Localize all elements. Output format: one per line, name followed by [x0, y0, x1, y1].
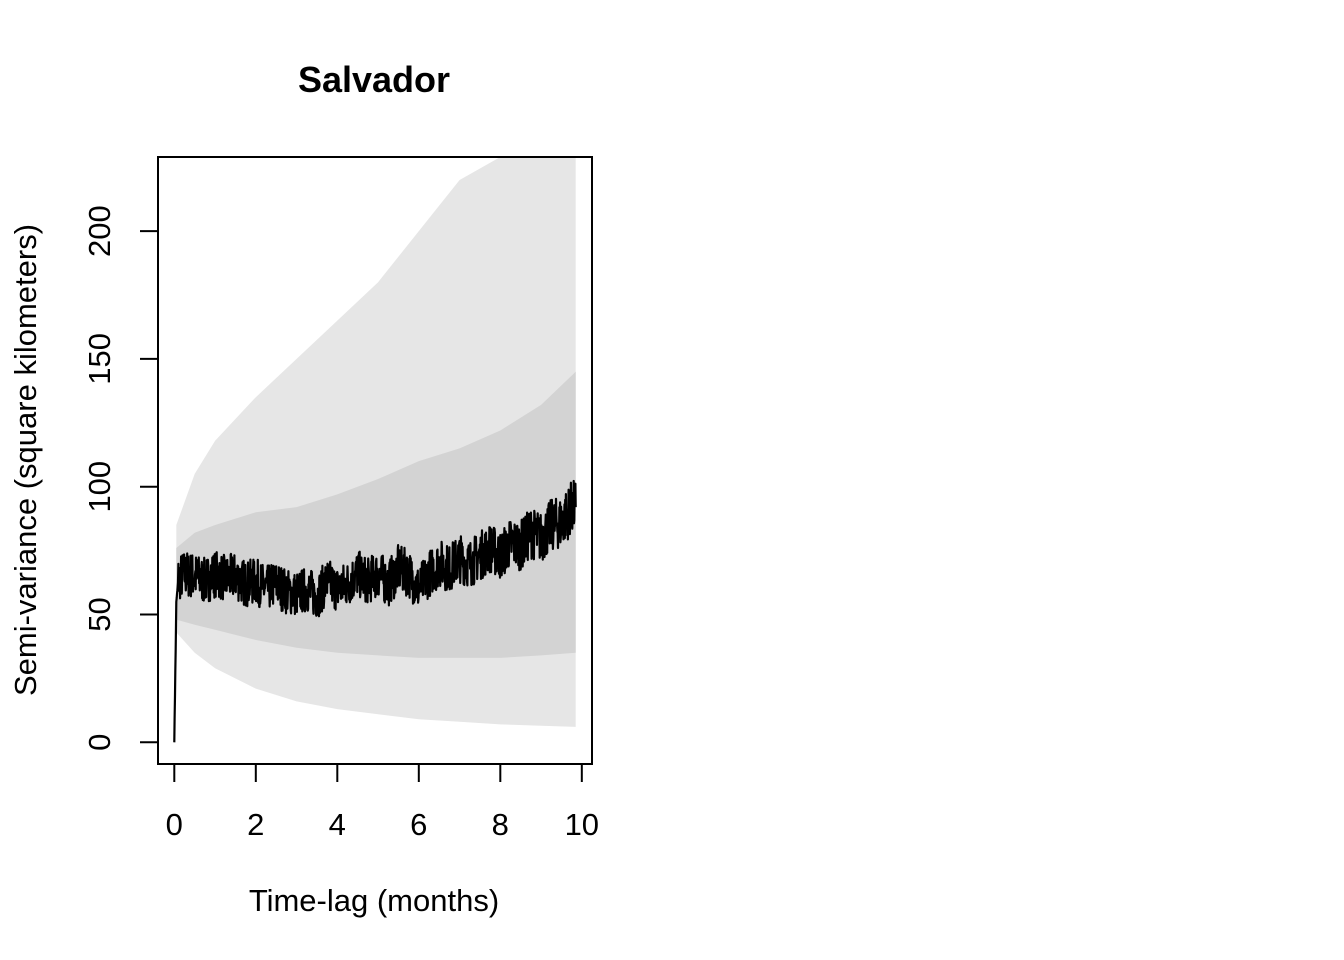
x-axis: 0 2 4 6 8 10: [166, 763, 599, 842]
x-tick-label: 2: [247, 807, 264, 842]
y-axis-title: Semi-variance (square kilometers): [8, 224, 43, 696]
y-axis: 0 50 100 150 200: [82, 205, 159, 751]
plot-area: [157, 156, 593, 765]
semivariance-line: [173, 479, 577, 743]
y-tick-label: 0: [82, 734, 117, 751]
x-tick-label: 0: [166, 807, 183, 842]
confidence-bands: [176, 157, 576, 727]
y-tick-label: 100: [82, 461, 117, 513]
x-axis-title: Time-lag (months): [249, 883, 499, 918]
x-tick-label: 10: [565, 807, 599, 842]
y-tick-label: 150: [82, 333, 117, 385]
series-layer: [173, 479, 577, 743]
y-tick-label: 200: [82, 205, 117, 257]
x-tick-label: 8: [492, 807, 509, 842]
x-tick-label: 6: [410, 807, 427, 842]
x-tick-label: 4: [329, 807, 346, 842]
chart-title: Salvador: [298, 59, 450, 100]
y-tick-label: 50: [82, 597, 117, 631]
